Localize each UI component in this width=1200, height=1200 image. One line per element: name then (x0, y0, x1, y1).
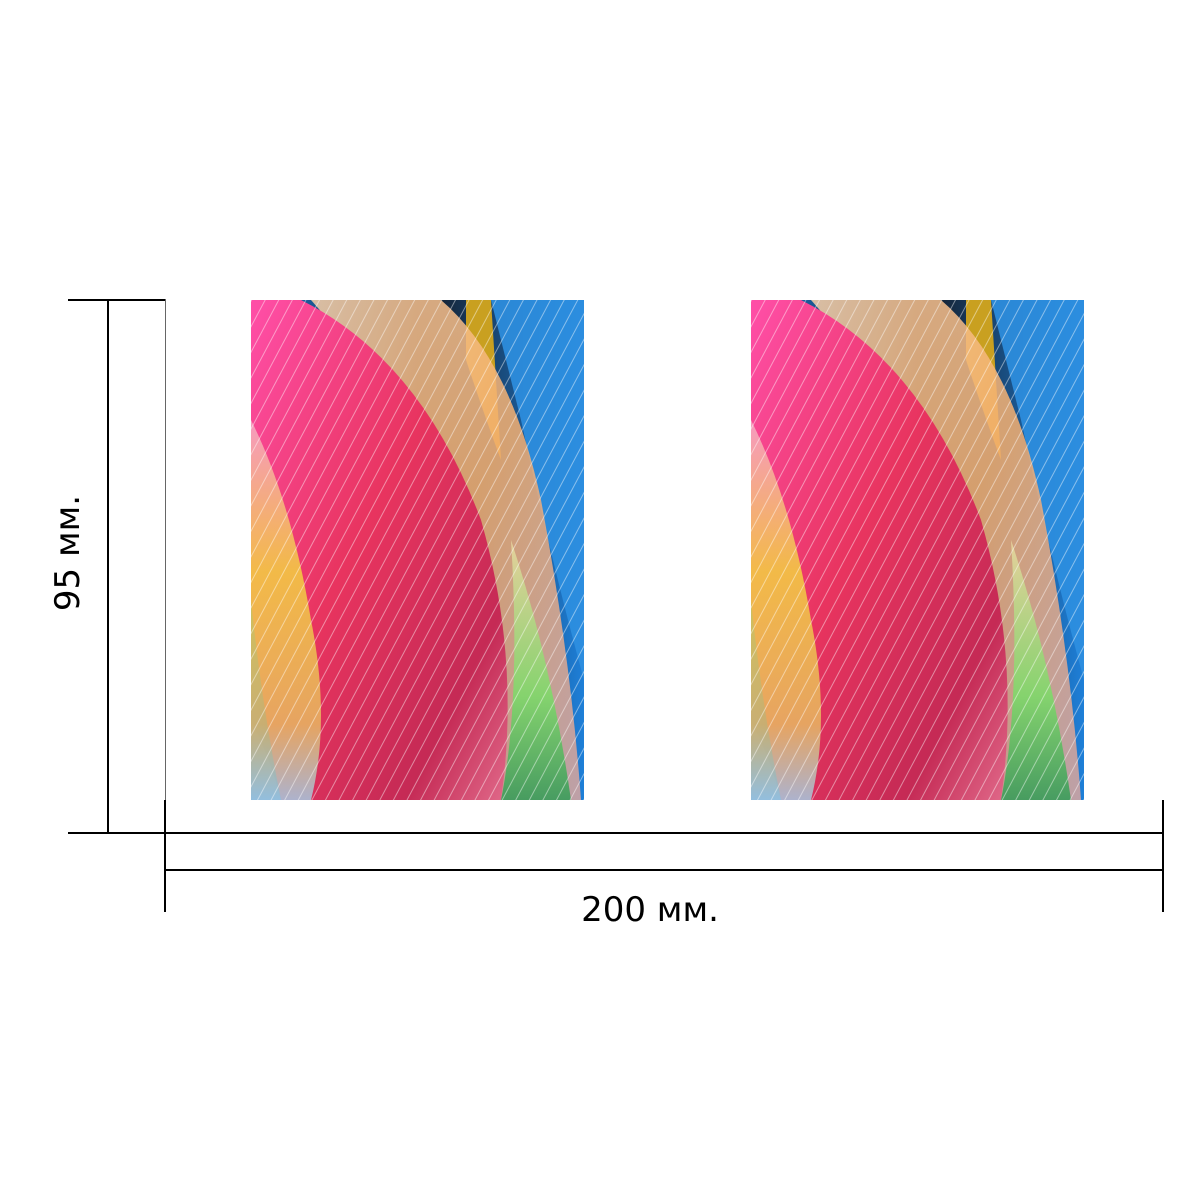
width-top-line (164, 832, 1164, 834)
width-dimension-line (164, 869, 1164, 871)
height-top-tick (68, 299, 166, 301)
height-extension-line (165, 299, 166, 834)
fabric-illustration (751, 300, 1084, 800)
height-bottom-tick (68, 832, 166, 834)
width-left-tick (164, 800, 166, 912)
height-dimension-label: 95 мм. (48, 494, 88, 612)
width-dimension-label: 200 мм. (581, 890, 719, 930)
fabric-illustration (251, 300, 584, 800)
height-dimension-line (107, 299, 109, 834)
right-fabric-photo (751, 300, 1084, 800)
left-fabric-photo (251, 300, 584, 800)
width-right-tick (1162, 800, 1164, 912)
